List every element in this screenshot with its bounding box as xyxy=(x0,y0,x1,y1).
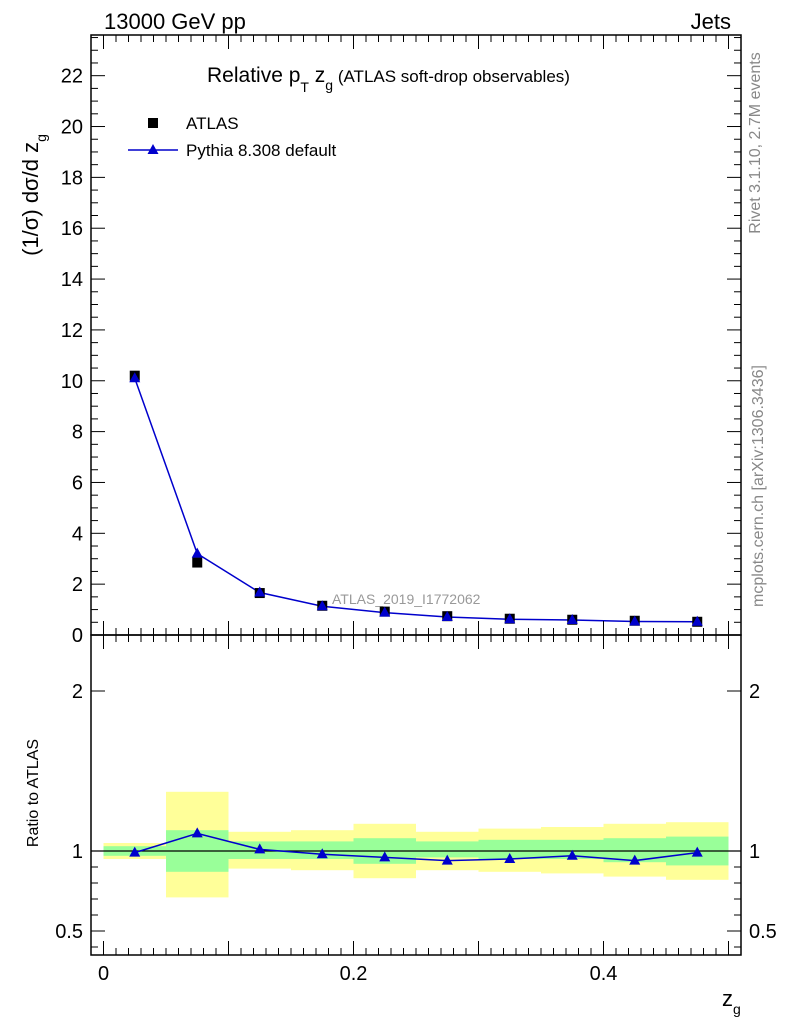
pythia-line xyxy=(134,377,698,623)
ratio-series-layer xyxy=(129,827,703,865)
ratio-pythia-line xyxy=(134,832,698,862)
main-y-tick-label: 20 xyxy=(61,117,83,139)
pythia-point xyxy=(504,613,516,624)
ratio-y-tick-label-right: 0.5 xyxy=(749,921,777,943)
main-y-tick-label: 10 xyxy=(61,371,83,393)
atlas-point xyxy=(192,557,203,568)
pythia-point xyxy=(191,547,203,558)
main-series-layer xyxy=(129,370,703,627)
ratio-y-axis-label: Ratio to ATLAS xyxy=(25,739,42,847)
pythia-point xyxy=(129,372,141,383)
pythia-point xyxy=(254,586,266,597)
header-left: 13000 GeV pp xyxy=(104,9,246,34)
x-ticks: 0 0.2 0.4 xyxy=(90,35,742,985)
x-tick-label: 0.2 xyxy=(340,963,368,985)
watermark: ATLAS_2019_I1772062 xyxy=(332,591,481,607)
ratio-pythia-point xyxy=(316,848,328,859)
main-y-tick-label: 6 xyxy=(72,472,83,494)
rivet-label: Rivet 3.1.10, 2.7M events xyxy=(747,52,764,233)
main-y-tick-label: 16 xyxy=(61,218,83,240)
title-main: Relative p xyxy=(207,64,300,87)
ratio-band-inner xyxy=(478,839,541,859)
legend-atlas-label: ATLAS xyxy=(186,114,239,133)
ratio-bands xyxy=(103,791,729,898)
pythia-point xyxy=(566,614,578,624)
pythia-point xyxy=(316,600,328,611)
ratio-band-inner xyxy=(541,839,604,859)
ratio-pythia-point xyxy=(441,854,453,865)
title-mid: z xyxy=(309,64,325,87)
ratio-panel: 0.5 0.51 12 2 0 0.2 0.4 xyxy=(55,35,777,985)
xlabel-sub: g xyxy=(733,1001,741,1017)
ratio-y-tick-label-right: 1 xyxy=(749,841,760,863)
title-sub-g: g xyxy=(325,77,333,93)
ratio-pythia-point xyxy=(191,827,203,838)
legend-pythia-label: Pythia 8.308 default xyxy=(186,141,337,160)
pythia-point xyxy=(379,606,391,617)
mcplots-label: mcplots.cern.ch [arXiv:1306.3436] xyxy=(750,365,767,607)
legend: ATLAS Pythia 8.308 default xyxy=(128,114,337,160)
legend-pythia-marker xyxy=(147,144,159,154)
ratio-pythia-point xyxy=(566,849,578,860)
ratio-pythia-point xyxy=(254,843,266,854)
x-axis-label: zg xyxy=(722,986,741,1017)
main-y-tick-label: 0 xyxy=(72,625,83,647)
main-y-tick-label: 18 xyxy=(61,167,83,189)
xlabel-main: z xyxy=(722,986,733,1011)
x-tick-label: 0 xyxy=(98,963,109,985)
x-tick-label: 0.4 xyxy=(590,963,618,985)
main-y-tick-label: 14 xyxy=(61,269,83,291)
ylabel-main: (1/σ) dσ/d z xyxy=(18,142,43,256)
ratio-plot-frame xyxy=(90,634,742,956)
title-rest: (ATLAS soft-drop observables) xyxy=(333,67,570,86)
ratio-y-ticks: 0.5 0.5 1 1 2 2 xyxy=(55,681,777,948)
main-y-tick-label: 22 xyxy=(61,66,83,88)
pythia-point xyxy=(629,615,641,626)
legend-atlas-marker xyxy=(148,118,158,128)
main-y-tick-label: 2 xyxy=(72,574,83,596)
ratio-y-tick-label: 2 xyxy=(72,681,83,703)
main-panel: 0 2 4 6 8 10 12 14 16 18 20 22 ATLAS_2019_I1772062 xyxy=(61,34,742,647)
main-y-tick-label: 8 xyxy=(72,422,83,444)
ratio-y-tick-label: 0.5 xyxy=(55,921,83,943)
ratio-y-tick-label: 1 xyxy=(72,841,83,863)
ylabel-sub: g xyxy=(33,134,49,142)
main-y-ticks: 0 2 4 6 8 10 12 14 16 18 20 22 xyxy=(61,37,741,647)
main-y-tick-label: 12 xyxy=(61,320,83,342)
pythia-point xyxy=(441,610,453,621)
title-sub-t: T xyxy=(300,79,309,95)
main-plot-title: Relative pT zg (ATLAS soft-drop observab… xyxy=(207,64,570,95)
main-y-axis-label: (1/σ) dσ/d zg xyxy=(18,134,49,256)
ratio-pythia-point xyxy=(691,846,703,857)
ratio-pythia-point xyxy=(129,846,141,857)
pythia-point xyxy=(691,615,703,626)
ratio-y-tick-label-right: 2 xyxy=(749,681,760,703)
ratio-band-inner xyxy=(416,841,479,858)
header-right: Jets xyxy=(691,9,731,34)
ratio-pythia-point xyxy=(379,851,391,862)
main-y-tick-label: 4 xyxy=(72,523,83,545)
ratio-pythia-point xyxy=(504,853,516,863)
ratio-pythia-point xyxy=(629,854,641,865)
